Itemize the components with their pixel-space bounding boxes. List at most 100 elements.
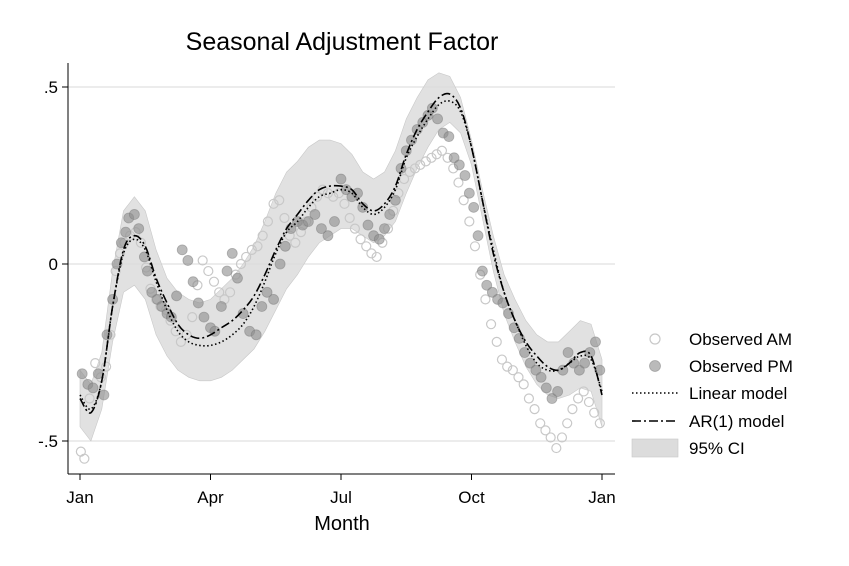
y-tick-label: -.5	[38, 432, 58, 451]
observed-pm-point	[362, 219, 374, 231]
axes-layer: .5 0 -.5 Jan Apr Jul Oct Jan	[38, 63, 616, 507]
observed-am-point	[241, 251, 252, 263]
observed-am-point	[328, 191, 339, 202]
legend-label: Observed AM	[689, 330, 792, 349]
observed-am-point	[366, 248, 377, 259]
observed-am-point	[268, 198, 279, 209]
observed-am-point	[545, 432, 556, 443]
observed-am-point	[322, 188, 334, 199]
observed-am-point	[589, 407, 600, 418]
observed-pm-point	[76, 368, 88, 380]
observed-pm-point	[171, 290, 182, 302]
observed-am-point	[197, 255, 208, 266]
observed-am-point	[436, 145, 448, 156]
observed-pm-point	[261, 286, 273, 298]
x-tick-label: Jan	[66, 488, 93, 507]
observed-am-point	[224, 287, 236, 298]
observed-am-point	[458, 195, 469, 206]
observed-pm-point	[198, 311, 210, 323]
y-tick-label: .5	[44, 78, 58, 97]
observed-pm-point	[535, 371, 547, 383]
observed-am-point	[274, 195, 285, 206]
observed-pm-point	[552, 386, 564, 397]
ar1-model-line	[79, 92, 603, 414]
observed-pm-point	[472, 230, 484, 242]
observed-pm-point	[503, 308, 514, 319]
observed-pm-point	[481, 279, 493, 291]
observed-am-point	[203, 265, 214, 277]
observed-am-point	[420, 156, 431, 167]
observed-pm-point	[432, 113, 443, 125]
observed-pm-point	[279, 240, 291, 252]
legend-am-symbol	[649, 333, 661, 345]
observed-pm-point	[426, 102, 438, 114]
observed-am-point	[290, 237, 301, 248]
observed-am-point	[583, 396, 595, 408]
observed-pm-point	[373, 233, 385, 245]
observed-pm-point	[107, 293, 119, 305]
observed-am-point	[535, 418, 546, 429]
observed-pm-point	[384, 209, 396, 220]
observed-am-point	[562, 418, 573, 429]
observed-am-point	[355, 234, 366, 245]
observed-pm-point	[237, 308, 249, 319]
observed-am-point	[79, 453, 90, 464]
observed-pm-point	[250, 329, 262, 341]
observed-pm-point	[192, 297, 204, 309]
observed-am-point	[551, 442, 562, 454]
observed-am-point	[431, 149, 442, 160]
observed-am-point	[262, 216, 274, 227]
observed-pm-point	[379, 223, 390, 235]
observed-am-point	[208, 276, 220, 287]
observed-pm-point	[215, 301, 227, 312]
observed-pm-point	[120, 226, 132, 238]
observed-am-point	[235, 258, 247, 270]
observed-pm-point	[302, 216, 314, 227]
observed-pm-point	[584, 347, 596, 358]
observed-am-point	[100, 361, 112, 372]
x-tick-label: Oct	[458, 488, 485, 507]
observed-pm-point	[329, 216, 340, 227]
legend-pm-symbol	[649, 360, 661, 372]
observed-pm-point	[187, 276, 199, 288]
observed-pm-point	[133, 223, 145, 235]
observed-am-point	[567, 404, 578, 415]
observed-am-point	[518, 379, 529, 390]
observed-am-point	[214, 287, 225, 298]
observed-pm-point	[101, 329, 113, 341]
observed-am-point	[349, 223, 361, 234]
observed-pm-point	[138, 251, 150, 263]
observed-pm-point	[274, 258, 286, 270]
x-tick-label: Jan	[588, 488, 615, 507]
observed-am-point	[578, 386, 589, 397]
observed-am-point	[361, 241, 372, 252]
x-axis-title: Month	[314, 513, 370, 535]
legend-label: Linear model	[689, 384, 787, 403]
observed-pm-point	[232, 272, 243, 284]
observed-pm-point	[316, 223, 327, 235]
observed-am-point	[491, 336, 502, 347]
observed-pm-point	[146, 286, 158, 298]
observed-pm-point	[594, 364, 606, 376]
chart-title: Seasonal Adjustment Factor	[186, 28, 499, 56]
legend-label: AR(1) model	[689, 412, 784, 431]
observed-pm-point	[268, 293, 279, 305]
observed-pm-point	[221, 265, 233, 277]
observed-pm-point	[468, 201, 480, 213]
observed-am-point	[540, 425, 551, 436]
legend-label: 95% CI	[689, 439, 745, 458]
observed-am-point	[409, 163, 421, 174]
observed-pm-point	[322, 230, 334, 242]
observed-am-point	[453, 177, 464, 188]
observed-pm-point	[579, 357, 590, 369]
observed-am-point	[496, 354, 508, 365]
observed-am-point	[339, 198, 350, 209]
observed-am-point	[175, 336, 187, 347]
observed-am-point	[529, 404, 540, 415]
observed-pm-point	[524, 357, 536, 369]
observed-am-point	[464, 216, 475, 227]
observed-am-point	[426, 152, 437, 163]
legend: Observed AM Observed PM Linear model AR(1) …	[631, 330, 793, 458]
